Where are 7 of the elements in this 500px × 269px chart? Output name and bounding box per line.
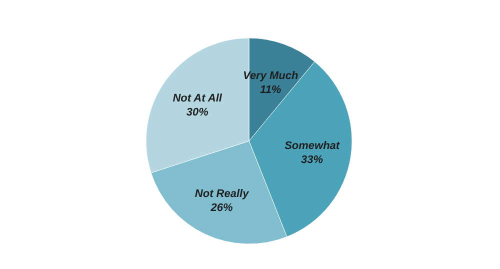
- slice-label: Not Really: [194, 188, 250, 200]
- data-label: 11%: [260, 84, 282, 96]
- slice-label: Not At All: [172, 92, 223, 104]
- data-label: 26%: [210, 202, 234, 214]
- data-label: 30%: [186, 106, 209, 118]
- data-label: 33%: [301, 154, 324, 166]
- slice-label: Somewhat: [284, 140, 341, 152]
